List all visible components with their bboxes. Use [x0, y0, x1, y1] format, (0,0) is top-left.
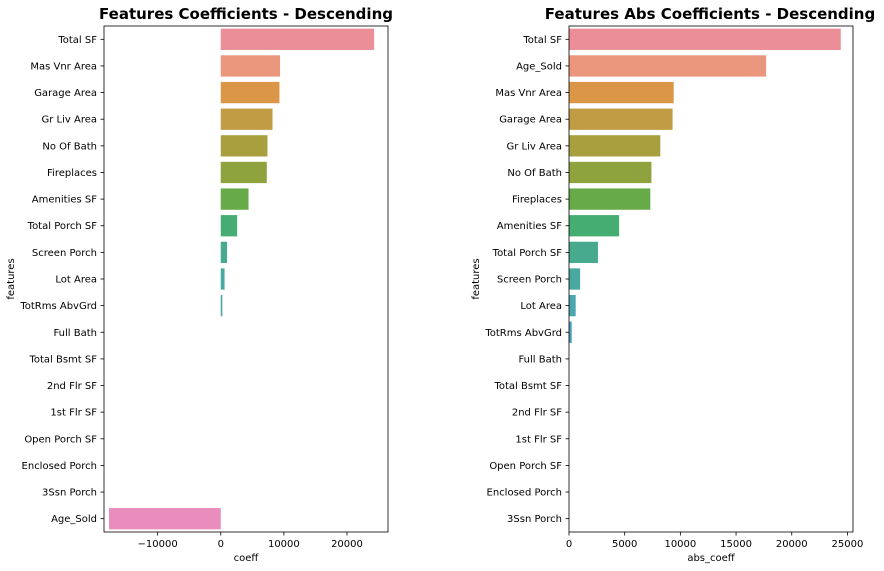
y-tick-label: Total Porch SF: [492, 248, 563, 259]
x-tick-label: 10000: [664, 539, 696, 550]
y-tick-label: Mas Vnr Area: [30, 61, 97, 72]
chart-title: Features Abs Coefficients - Descending: [545, 5, 875, 23]
y-tick-label: No Of Bath: [507, 168, 562, 179]
bar: [569, 294, 576, 317]
y-tick-label: Enclosed Porch: [487, 488, 562, 499]
y-tick-label: Gr Liv Area: [42, 115, 98, 126]
x-axis-label: abs_coeff: [687, 553, 735, 564]
x-tick-label: 20000: [331, 539, 363, 550]
y-tick-label: Age_Sold: [51, 514, 97, 525]
x-ticks: 0 5000 10000 15000 20000 25000: [566, 532, 864, 550]
y-tick-label: Garage Area: [499, 115, 562, 126]
bar: [569, 188, 651, 210]
y-tick-label: TotRms AbvGrd: [19, 301, 97, 312]
bar: [569, 241, 598, 264]
y-tick-labels: Total SF Mas Vnr Area Garage Area Gr Liv Ar…: [19, 35, 104, 525]
y-tick-label: Enclosed Porch: [22, 461, 97, 472]
axes-frame: [568, 25, 854, 533]
axes-frame: [103, 25, 389, 533]
bar: [220, 294, 223, 317]
x-tick-label: 15000: [720, 539, 752, 550]
y-tick-label: Total SF: [57, 35, 97, 46]
bar: [569, 55, 767, 77]
y-tick-labels: Total SF Age_Sold Mas Vnr Area Garage Area G…: [484, 35, 569, 525]
y-tick-label: Full Bath: [53, 328, 97, 339]
bar: [220, 81, 280, 104]
x-ticks: −10000 0 10000 20000: [138, 532, 363, 550]
y-tick-label: Fireplaces: [47, 168, 97, 179]
x-tick-label: 10000: [268, 539, 300, 550]
x-tick-label: −10000: [138, 539, 178, 550]
bar: [569, 321, 572, 343]
y-tick-label: 3Ssn Porch: [42, 488, 97, 499]
bar: [569, 108, 673, 130]
bar: [569, 135, 661, 157]
y-tick-label: 1st Flr SF: [50, 408, 97, 419]
y-tick-label: Mas Vnr Area: [495, 88, 562, 99]
chart-coefficients: Features Coefficients - Descending Total…: [6, 5, 393, 564]
bar: [220, 55, 281, 77]
y-tick-label: No Of Bath: [42, 141, 97, 152]
x-tick-label: 0: [566, 539, 572, 550]
y-tick-label: Amenities SF: [32, 195, 97, 206]
x-tick-label: 25000: [832, 539, 864, 550]
bar: [569, 215, 620, 237]
y-tick-label: Garage Area: [34, 88, 97, 99]
y-tick-label: Total Bsmt SF: [493, 381, 562, 392]
y-axis-label: features: [471, 258, 482, 299]
bar: [569, 81, 674, 104]
bar: [220, 28, 375, 50]
y-tick-label: 2nd Flr SF: [47, 381, 97, 392]
bar: [569, 161, 652, 184]
y-tick-label: Total Bsmt SF: [28, 354, 97, 365]
y-tick-label: Total SF: [522, 35, 562, 46]
bar: [109, 508, 221, 530]
bar: [220, 135, 268, 157]
y-tick-label: Gr Liv Area: [507, 141, 563, 152]
y-tick-label: Screen Porch: [497, 275, 562, 286]
chart-abs-coefficients: Features Abs Coefficients - Descending T…: [471, 5, 875, 564]
bar: [220, 108, 273, 130]
y-tick-label: TotRms AbvGrd: [484, 328, 562, 339]
y-tick-label: Open Porch SF: [24, 434, 97, 445]
bar: [220, 241, 228, 264]
y-tick-label: Lot Area: [520, 301, 562, 312]
y-tick-label: Screen Porch: [32, 248, 97, 259]
y-axis-label: features: [6, 258, 17, 299]
bar: [220, 161, 267, 184]
x-tick-label: 20000: [776, 539, 808, 550]
bars: [109, 28, 375, 530]
y-tick-label: Full Bath: [518, 354, 562, 365]
x-tick-label: 0: [218, 539, 224, 550]
y-tick-label: Open Porch SF: [489, 461, 562, 472]
x-tick-label: 5000: [612, 539, 637, 550]
y-tick-label: 3Ssn Porch: [507, 514, 562, 525]
bar: [220, 268, 225, 290]
x-axis-label: coeff: [234, 553, 260, 564]
bars: [569, 28, 841, 343]
y-tick-label: Fireplaces: [512, 195, 562, 206]
y-tick-label: 2nd Flr SF: [512, 408, 562, 419]
bar: [569, 28, 841, 50]
bar: [220, 215, 238, 237]
chart-title: Features Coefficients - Descending: [99, 5, 393, 23]
y-tick-label: Total Porch SF: [27, 221, 98, 232]
y-tick-label: Age_Sold: [516, 61, 562, 72]
y-tick-label: Amenities SF: [497, 221, 562, 232]
y-tick-label: Lot Area: [55, 275, 97, 286]
bar: [569, 268, 581, 290]
bar: [220, 188, 249, 210]
y-tick-label: 1st Flr SF: [515, 434, 562, 445]
